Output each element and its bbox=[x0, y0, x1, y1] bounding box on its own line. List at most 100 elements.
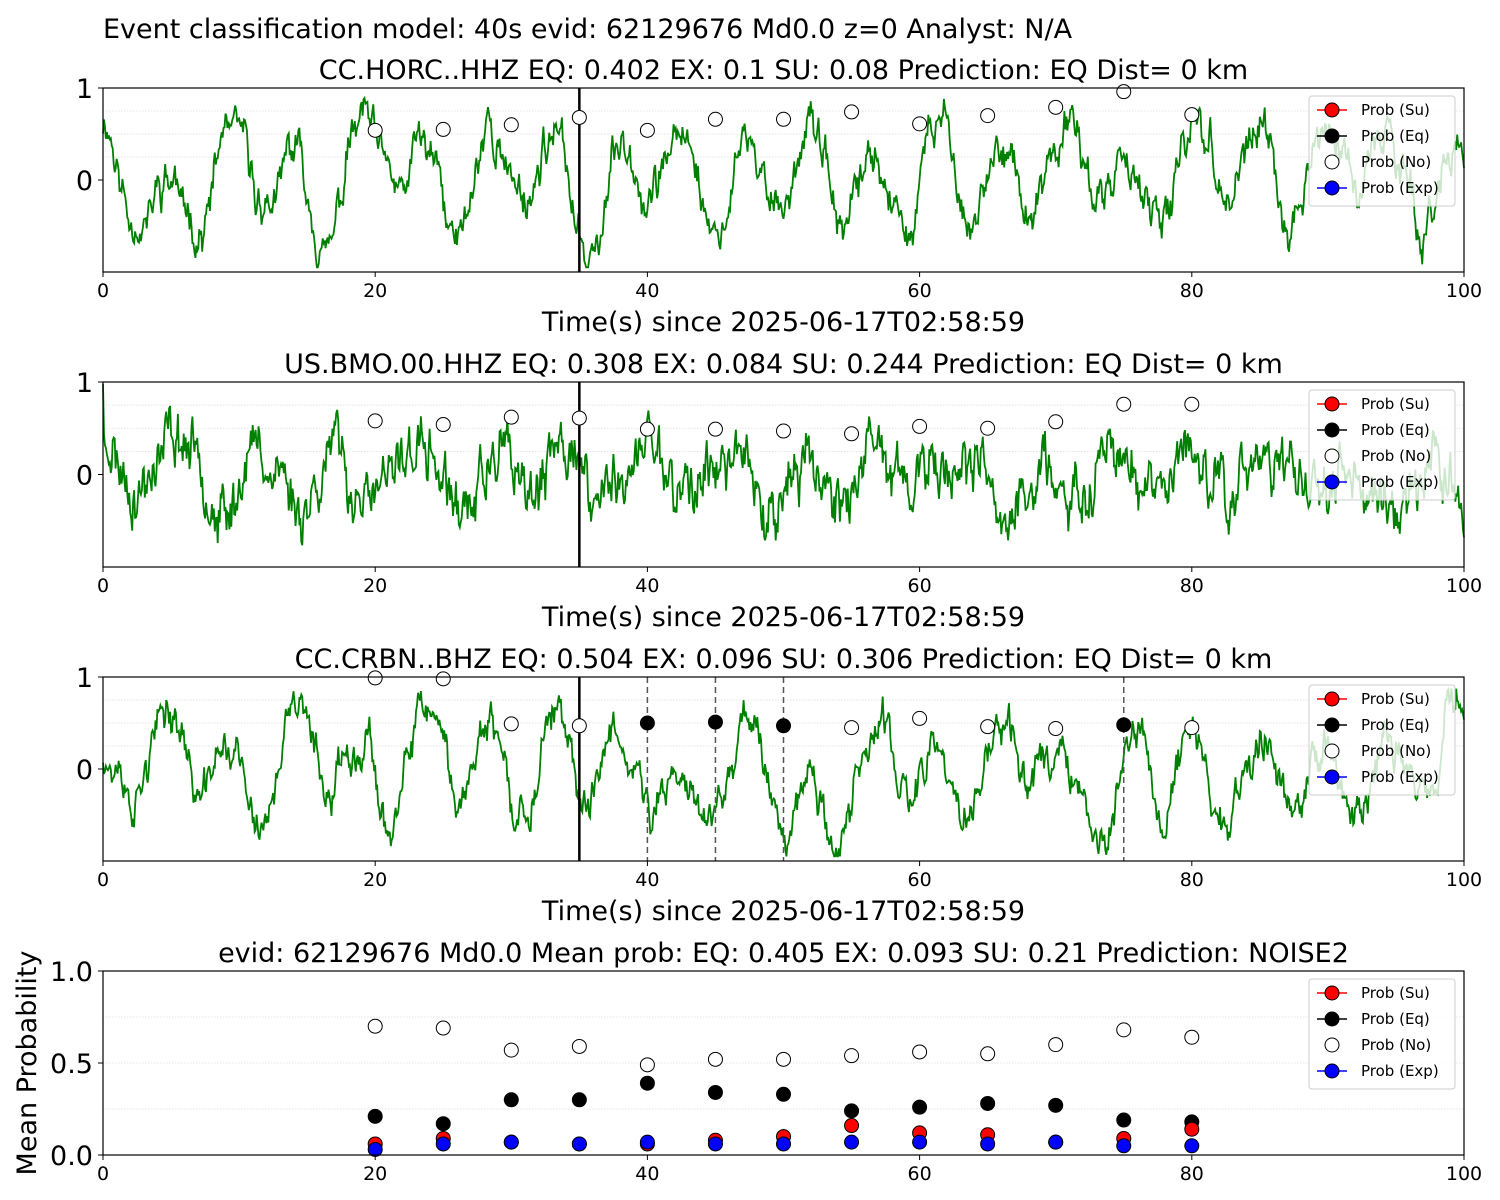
mean-prob-point bbox=[571, 1038, 587, 1054]
panel-4: Prob (Su) Prob (Eq) Prob (No) Prob (Exp) 0 20… bbox=[12, 938, 1482, 1185]
prob-no-point bbox=[776, 111, 791, 127]
prob-no-point bbox=[435, 671, 451, 687]
panel-3: Prob (Su) Prob (Eq) Prob (No) Prob (Exp) 0 20… bbox=[76, 644, 1482, 927]
legend-eq-label: Prob (Eq) bbox=[1361, 1010, 1430, 1028]
legend-box bbox=[1308, 389, 1456, 501]
mean-prob-point bbox=[707, 1136, 723, 1152]
prob-no-point bbox=[912, 116, 928, 132]
prob-no-point bbox=[571, 109, 587, 125]
mean-prob-point bbox=[707, 1051, 723, 1067]
prob-no-point bbox=[1116, 84, 1132, 100]
mean-prob-point bbox=[1184, 1121, 1200, 1137]
mean-prob-point bbox=[844, 1103, 860, 1119]
prob-no-point bbox=[367, 670, 383, 686]
prob-no-point bbox=[980, 719, 996, 735]
prob-no-point bbox=[571, 718, 587, 734]
legend-su-label: Prob (Su) bbox=[1361, 395, 1430, 413]
legend-no-label: Prob (No) bbox=[1361, 1036, 1431, 1054]
legend-eq-label: Prob (Eq) bbox=[1361, 127, 1430, 145]
mean-prob-point bbox=[435, 1020, 451, 1036]
panel-1: Prob (Su) Prob (Eq) Prob (No) Prob (Exp) 0 20… bbox=[76, 55, 1482, 338]
legend-no-label: Prob (No) bbox=[1361, 742, 1431, 760]
mean-prob-point bbox=[980, 1095, 996, 1111]
legend-su-label: Prob (Su) bbox=[1361, 690, 1430, 708]
mean-prob-point bbox=[639, 1075, 655, 1091]
panel-2: Prob (Su) Prob (Eq) Prob (No) Prob (Exp) 0 20… bbox=[76, 349, 1482, 633]
x-tick-label: 60 bbox=[908, 869, 932, 891]
x-tick-label: 60 bbox=[908, 575, 932, 597]
mean-prob-point bbox=[776, 1086, 791, 1102]
x-tick-label: 60 bbox=[908, 1163, 932, 1185]
prob-no-point bbox=[503, 716, 519, 732]
y-tick-label: 0 bbox=[76, 166, 93, 197]
prob-no-point bbox=[844, 104, 860, 120]
legend-eq-marker bbox=[1324, 128, 1340, 144]
prob-eq-point bbox=[639, 715, 655, 731]
x-tick-label: 20 bbox=[363, 280, 387, 302]
mean-prob-point bbox=[1184, 1029, 1200, 1045]
x-tick-label: 0 bbox=[97, 869, 109, 891]
legend-exp-label: Prob (Exp) bbox=[1361, 768, 1439, 786]
y-tick-label: 1 bbox=[76, 368, 93, 399]
mean-prob-point bbox=[367, 1141, 383, 1157]
mean-prob-point bbox=[980, 1136, 996, 1152]
prob-eq-point bbox=[776, 718, 791, 734]
prob-no-point bbox=[571, 410, 587, 426]
legend-box bbox=[1308, 978, 1456, 1090]
legend-no-label: Prob (No) bbox=[1361, 153, 1431, 171]
y-tick-label: 1 bbox=[76, 74, 93, 105]
prob-eq-point bbox=[1116, 717, 1132, 733]
x-tick-label: 100 bbox=[1446, 869, 1482, 891]
x-tick-label: 20 bbox=[363, 1163, 387, 1185]
legend-exp-marker bbox=[1324, 474, 1340, 490]
prob-no-point bbox=[435, 121, 451, 137]
legend-exp-label: Prob (Exp) bbox=[1361, 179, 1439, 197]
mean-prob-point bbox=[980, 1046, 996, 1062]
legend-eq-marker bbox=[1324, 422, 1340, 438]
mean-prob-point bbox=[503, 1042, 519, 1058]
mean-prob-point bbox=[639, 1057, 655, 1073]
legend-su-marker bbox=[1324, 102, 1340, 118]
x-tick-label: 20 bbox=[363, 869, 387, 891]
prob-no-point bbox=[367, 122, 383, 138]
mean-prob-point bbox=[503, 1092, 519, 1108]
prob-no-point bbox=[1184, 107, 1200, 123]
mean-prob-point bbox=[503, 1134, 519, 1150]
mean-prob-point bbox=[1116, 1112, 1132, 1128]
prob-no-point bbox=[980, 420, 996, 436]
x-axis-label: Time(s) since 2025-06-17T02:58:59 bbox=[541, 307, 1025, 338]
prob-no-point bbox=[707, 421, 723, 437]
mean-prob-point bbox=[435, 1116, 451, 1132]
legend-no-marker bbox=[1324, 1037, 1340, 1053]
y-tick-label: 0.5 bbox=[50, 1049, 93, 1080]
mean-prob-point bbox=[1116, 1138, 1132, 1154]
y-axis-label: Mean Probability bbox=[12, 951, 43, 1176]
prob-no-point bbox=[980, 108, 996, 124]
legend-exp-marker bbox=[1324, 769, 1340, 785]
prob-no-point bbox=[1048, 99, 1064, 115]
x-tick-label: 80 bbox=[1180, 280, 1204, 302]
x-tick-label: 20 bbox=[363, 575, 387, 597]
prob-no-point bbox=[639, 421, 655, 437]
mean-prob-point bbox=[367, 1108, 383, 1124]
y-tick-label: 1 bbox=[76, 663, 93, 694]
x-tick-label: 40 bbox=[635, 869, 659, 891]
mean-prob-point bbox=[435, 1136, 451, 1152]
mean-prob-point bbox=[844, 1048, 860, 1064]
legend-su-marker bbox=[1324, 985, 1340, 1001]
x-tick-label: 0 bbox=[97, 575, 109, 597]
x-tick-label: 80 bbox=[1180, 869, 1204, 891]
prob-no-point bbox=[1048, 721, 1064, 737]
mean-prob-point bbox=[844, 1134, 860, 1150]
mean-prob-point bbox=[776, 1136, 791, 1152]
waveform-trace bbox=[102, 383, 1465, 546]
x-tick-label: 0 bbox=[97, 280, 109, 302]
y-tick-label: 1.0 bbox=[50, 957, 93, 988]
legend-no-marker bbox=[1324, 154, 1340, 170]
prob-no-point bbox=[844, 426, 860, 442]
x-axis-label: Time(s) since 2025-06-17T02:58:59 bbox=[541, 602, 1025, 633]
mean-prob-point bbox=[1048, 1097, 1064, 1113]
prob-no-point bbox=[1048, 414, 1064, 430]
figure-suptitle: Event classification model: 40s evid: 62… bbox=[103, 14, 1073, 45]
panel-title: US.BMO.00.HHZ EQ: 0.308 EX: 0.084 SU: 0.… bbox=[284, 349, 1283, 380]
